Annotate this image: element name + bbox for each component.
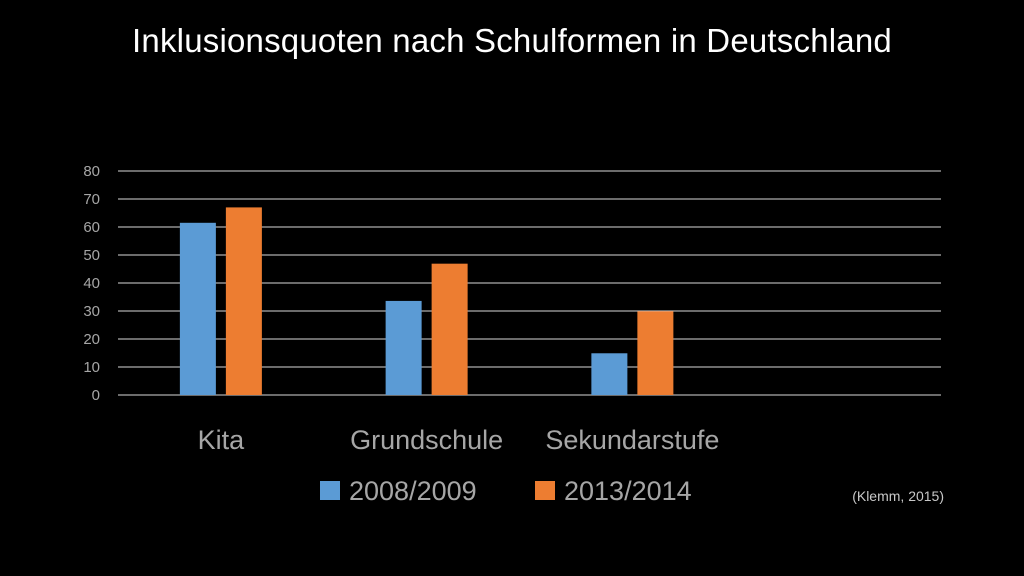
category-labels: Kita Grundschule Sekundarstufe <box>198 425 720 455</box>
bar-sekundarstufe-2 <box>637 311 674 395</box>
y-tick-label-10: 10 <box>83 359 100 376</box>
legend-swatch-2 <box>535 481 555 500</box>
legend-swatch-1 <box>320 481 340 500</box>
bar-kita-2 <box>225 207 262 395</box>
bar-grundschule-1 <box>385 300 422 395</box>
y-tick-label-0: 0 <box>92 387 100 404</box>
y-tick-label-40: 40 <box>83 275 100 292</box>
category-label-grundschule: Grundschule <box>350 425 503 455</box>
y-tick-label-50: 50 <box>83 247 100 264</box>
category-label-kita: Kita <box>198 425 246 455</box>
y-tick-label-20: 20 <box>83 331 100 348</box>
bars <box>179 207 674 395</box>
y-tick-label-80: 80 <box>83 163 100 180</box>
legend-label-1: 2008/2009 <box>349 476 477 506</box>
bar-grundschule-2 <box>431 263 468 395</box>
category-label-sekundarstufe: Sekundarstufe <box>545 425 719 455</box>
legend: 2008/2009 2013/2014 <box>320 476 692 506</box>
bar-sekundarstufe-1 <box>591 353 628 395</box>
chart-title: Inklusionsquoten nach Schulformen in Deu… <box>132 22 892 59</box>
y-tick-label-60: 60 <box>83 219 100 236</box>
source-note: (Klemm, 2015) <box>852 488 944 504</box>
bar-kita-1 <box>179 222 216 395</box>
y-tick-label-70: 70 <box>83 191 100 208</box>
legend-label-2: 2013/2014 <box>564 476 692 506</box>
y-axis-ticks: 0 10 20 30 40 50 60 70 80 <box>83 163 100 404</box>
y-tick-label-30: 30 <box>83 303 100 320</box>
